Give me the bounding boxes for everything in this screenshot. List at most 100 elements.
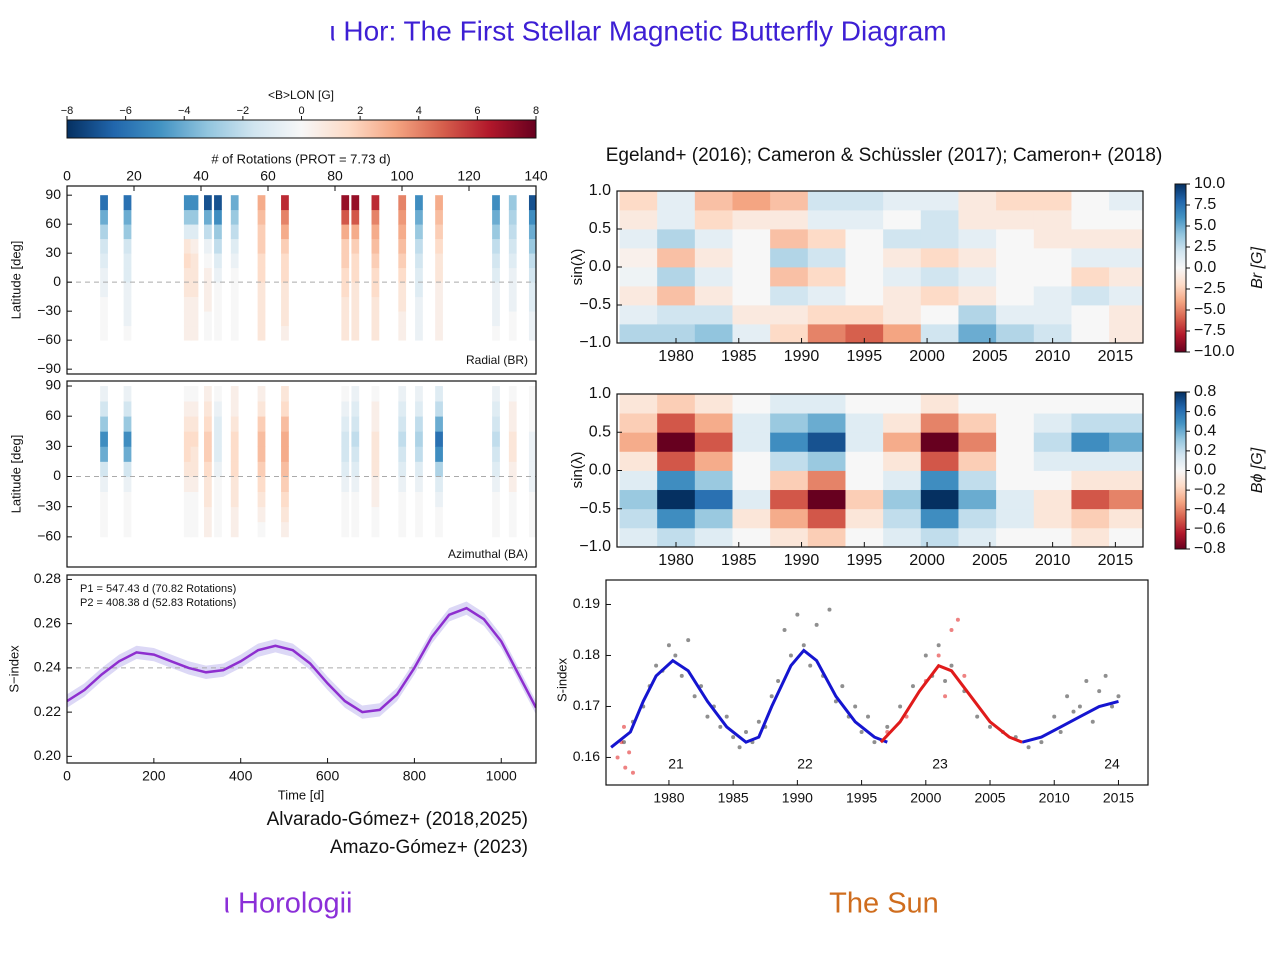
panel-label: Radial (BR) bbox=[466, 353, 528, 367]
heatmap-cell bbox=[123, 195, 132, 211]
heatmap-cell bbox=[214, 506, 222, 523]
data-point bbox=[1065, 694, 1070, 699]
heatmap-cell bbox=[123, 506, 132, 523]
heatmap-cell bbox=[619, 527, 658, 547]
heatmap-cell bbox=[958, 229, 997, 249]
heatmap-cell bbox=[415, 311, 423, 327]
heatmap-cell bbox=[845, 432, 884, 452]
heatmap-cell bbox=[1033, 470, 1072, 491]
x-tick-label: 1000 bbox=[486, 768, 517, 784]
heatmap-cell bbox=[1033, 527, 1072, 547]
heatmap-cell bbox=[996, 527, 1035, 547]
colorbar-tick-label: 0.0 bbox=[1194, 259, 1216, 276]
heatmap-cell bbox=[123, 491, 132, 508]
heatmap-cell bbox=[257, 446, 266, 462]
data-point bbox=[923, 653, 928, 658]
heatmap-cell bbox=[371, 401, 380, 417]
heatmap-cell bbox=[230, 446, 239, 462]
heatmap-cell bbox=[732, 527, 771, 547]
heatmap-cell bbox=[807, 394, 846, 414]
colorbar-tick-label: 0.4 bbox=[1194, 422, 1216, 439]
heatmap-cell bbox=[214, 416, 222, 432]
heatmap-cell bbox=[958, 451, 997, 471]
heatmap-cell bbox=[883, 432, 922, 452]
heatmap-cell bbox=[694, 210, 733, 230]
heatmap-cell bbox=[492, 416, 500, 432]
heatmap-cell bbox=[845, 267, 884, 287]
heatmap-cell bbox=[398, 461, 407, 477]
heatmap-cell bbox=[1109, 286, 1143, 306]
y-tick-label: 60 bbox=[45, 407, 61, 423]
y-tick-label: −30 bbox=[37, 497, 61, 513]
heatmap-cell bbox=[398, 267, 407, 283]
colorbar-tick-label: −10.0 bbox=[1194, 343, 1235, 360]
heatmap-cell bbox=[920, 508, 959, 529]
heatmap-cell bbox=[435, 195, 443, 211]
heatmap-cell bbox=[619, 324, 658, 343]
heatmap-cell bbox=[508, 446, 517, 462]
heatmap-cell bbox=[190, 224, 199, 240]
heatmap-cell bbox=[100, 224, 108, 240]
heatmap-cell bbox=[528, 416, 536, 432]
heatmap-cell bbox=[1071, 413, 1110, 433]
heatmap-cell bbox=[1109, 432, 1143, 452]
heatmap-cell bbox=[281, 253, 289, 269]
heatmap-cell bbox=[807, 229, 846, 249]
heatmap-cell bbox=[257, 296, 266, 312]
data-point bbox=[801, 643, 806, 648]
heatmap-cell bbox=[694, 229, 733, 249]
colorbar-tick-label: −7.5 bbox=[1194, 322, 1226, 339]
heatmap-cell bbox=[732, 489, 771, 510]
heatmap-cell bbox=[257, 401, 266, 417]
y-tick-label: 0.0 bbox=[589, 258, 611, 275]
colorbar-tick-label: 2.5 bbox=[1194, 238, 1216, 255]
colorbar-tick-label: −0.2 bbox=[1194, 481, 1226, 498]
heatmap-cell bbox=[528, 461, 536, 477]
plot-frame bbox=[605, 579, 1149, 786]
x-tick-label: 120 bbox=[457, 168, 481, 184]
heatmap-cell bbox=[694, 191, 733, 211]
heatmap-cell bbox=[619, 286, 658, 306]
heatmap-cell bbox=[190, 431, 199, 447]
heatmap-cell bbox=[1109, 394, 1143, 414]
heatmap-cell bbox=[281, 491, 289, 508]
heatmap-cell bbox=[183, 209, 192, 225]
heatmap-cell bbox=[770, 248, 809, 268]
colorbar-tick-label: −4 bbox=[178, 105, 191, 117]
x-tick-label: 2005 bbox=[972, 348, 1008, 365]
x-tick-label: 2000 bbox=[909, 348, 945, 365]
y-tick-label: 0.18 bbox=[573, 646, 600, 662]
heatmap-cell bbox=[341, 401, 350, 417]
heatmap-cell bbox=[230, 311, 239, 327]
heatmap-cell bbox=[528, 195, 536, 211]
heatmap-cell bbox=[371, 446, 380, 462]
heatmap-cell bbox=[204, 386, 212, 402]
heatmap-cell bbox=[183, 386, 192, 402]
heatmap-cell bbox=[351, 416, 360, 432]
heatmap-cell bbox=[214, 401, 222, 417]
data-point bbox=[808, 663, 813, 668]
heatmap-cell bbox=[214, 209, 222, 225]
heatmap-cell bbox=[732, 210, 771, 230]
heatmap-cell bbox=[958, 248, 997, 268]
heatmap-cell bbox=[492, 446, 500, 462]
heatmap-cell bbox=[230, 491, 239, 508]
heatmap-cell bbox=[883, 508, 922, 529]
heatmap-cell bbox=[230, 238, 239, 254]
heatmap-cell bbox=[281, 446, 289, 462]
heatmap-cell bbox=[204, 209, 212, 225]
heatmap-cell bbox=[1033, 191, 1072, 211]
colorbar-tick-label: 0.0 bbox=[1194, 462, 1216, 479]
heatmap-cell bbox=[183, 461, 192, 477]
heatmap-cell bbox=[732, 508, 771, 529]
heatmap-cell bbox=[996, 451, 1035, 471]
heatmap-cell bbox=[100, 296, 108, 312]
heatmap-cell bbox=[1033, 508, 1072, 529]
heatmap-cell bbox=[845, 229, 884, 249]
y-tick-label: 0 bbox=[53, 467, 61, 483]
heatmap-cell bbox=[398, 446, 407, 462]
heatmap-cell bbox=[883, 413, 922, 433]
data-point bbox=[962, 673, 967, 678]
heatmap-cell bbox=[883, 248, 922, 268]
data-point bbox=[1090, 719, 1095, 724]
